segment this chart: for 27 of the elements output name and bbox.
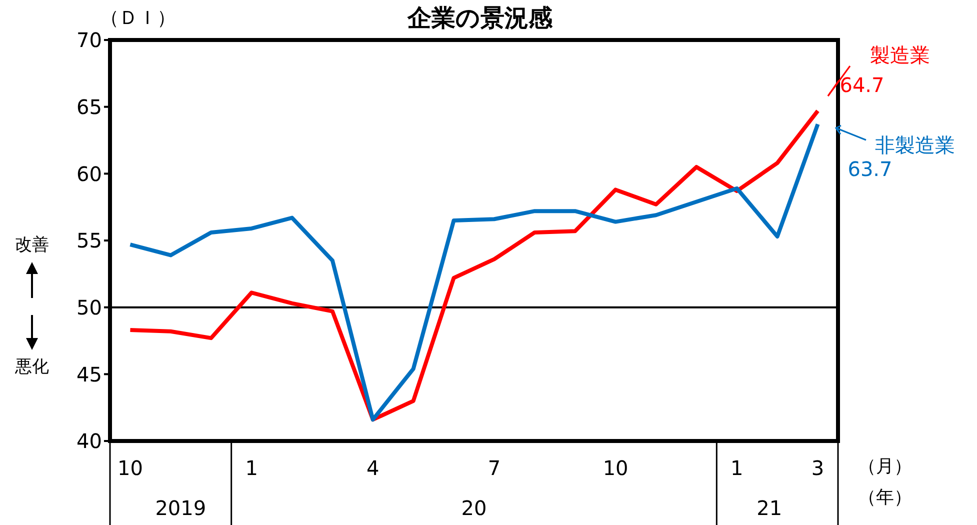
text: 20	[461, 496, 487, 520]
text: 2019	[155, 496, 206, 520]
y-tick-label: 55	[76, 228, 102, 253]
x-tick-label: 3	[811, 456, 824, 480]
legend-label: 非製造業	[875, 133, 955, 157]
data-label: 64.7	[840, 73, 884, 97]
x-tick-label: 1	[730, 456, 744, 480]
x-tick-label: 1	[245, 456, 258, 480]
x-tick-label: 10	[117, 456, 143, 480]
text: （月）	[858, 456, 912, 477]
x-tick-label: 7	[488, 456, 501, 480]
y-tick-label: 60	[76, 162, 102, 186]
text: 21	[756, 496, 782, 520]
y-tick-label: 70	[76, 28, 102, 52]
text: 改善	[15, 235, 49, 255]
y-axis-title: （ＤＩ）	[100, 7, 176, 29]
data-label: 63.7	[848, 157, 892, 181]
x-tick-label: 10	[602, 456, 628, 480]
y-tick-label: 50	[76, 295, 102, 320]
y-tick-label: 65	[76, 94, 102, 119]
y-tick-label: 45	[76, 362, 102, 386]
text: 悪化	[14, 357, 49, 377]
y-tick-label: 40	[76, 429, 102, 454]
text: 製造業	[870, 43, 930, 67]
text: （年）	[858, 487, 912, 508]
chart-title: 企業の景況感	[406, 4, 554, 32]
x-tick-label: 4	[366, 456, 380, 480]
